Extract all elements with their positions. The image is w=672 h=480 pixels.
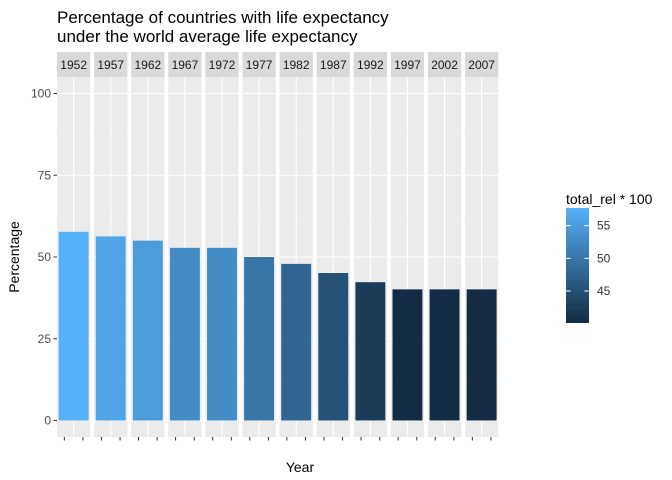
facet-strip-label: 1957 (97, 58, 124, 72)
facet-1962: 1962 (131, 52, 165, 437)
facet-strip-label: 1967 (172, 58, 199, 72)
bar-2007 (466, 289, 497, 421)
facet-1977: 1977 (242, 52, 276, 437)
color-legend: total_rel * 100 45 50 55 (566, 191, 653, 323)
facet-strip-label: 1972 (209, 58, 236, 72)
facet-strip (94, 52, 128, 77)
facet-strip (205, 52, 239, 77)
bar-1992 (355, 282, 386, 421)
facet-1987: 1987 (316, 52, 350, 437)
bar-1957 (95, 236, 126, 421)
facet-1997: 1997 (390, 52, 425, 437)
x-axis (63, 437, 492, 441)
legend-ticks: 45 50 55 (566, 219, 611, 298)
y-tick-label: 25 (38, 332, 52, 346)
facet-1967: 1967 (168, 52, 202, 437)
x-axis-title: Year (286, 459, 315, 475)
bar-1997 (392, 289, 423, 421)
legend-title: total_rel * 100 (566, 191, 653, 207)
facet-strip-label: 2002 (431, 58, 458, 72)
bar-1982 (281, 263, 312, 421)
facet-strip (390, 52, 425, 77)
facet-strip (57, 52, 91, 77)
facet-strip-label: 1977 (246, 58, 273, 72)
y-tick-label: 0 (44, 414, 51, 428)
facet-2002: 2002 (427, 52, 462, 437)
legend-colorbar (566, 208, 589, 323)
facet-2007: 2007 (464, 52, 499, 437)
chart-title-line-2: under the world average life expectancy (57, 27, 358, 46)
facet-strip-label: 1987 (320, 58, 347, 72)
facet-1952: 1952 (57, 52, 91, 437)
facet-strip (131, 52, 165, 77)
legend-tick-label: 45 (597, 284, 611, 298)
bar-1977 (244, 257, 275, 421)
facet-strip-label: 1992 (357, 58, 384, 72)
facet-strip (168, 52, 202, 77)
bar-1972 (207, 247, 237, 421)
facet-strip (242, 52, 276, 77)
bar-1952 (58, 231, 89, 421)
y-tick-label: 50 (38, 250, 52, 264)
facet-strip-label: 1952 (60, 58, 87, 72)
facet-strip-label: 2007 (468, 58, 495, 72)
bar-1962 (132, 240, 163, 421)
y-tick-label: 100 (31, 87, 51, 101)
facet-1957: 1957 (94, 52, 128, 437)
facet-strip (464, 52, 499, 77)
facet-strip (353, 52, 388, 77)
facet-1982: 1982 (279, 52, 313, 437)
legend-tick-label: 50 (597, 251, 611, 265)
chart-title-line-1: Percentage of countries with life expect… (57, 8, 389, 27)
facet-strip (316, 52, 350, 77)
bar-1967 (169, 247, 200, 421)
y-tick-label: 75 (38, 168, 52, 182)
facet-1992: 1992 (353, 52, 388, 437)
facet-strip (279, 52, 313, 77)
facet-strip-label: 1982 (283, 58, 310, 72)
facet-strip-label: 1962 (134, 58, 161, 72)
y-axis-title: Percentage (6, 221, 22, 293)
facet-1972: 1972 (205, 52, 239, 437)
y-axis: 0 25 50 75 100 (31, 87, 57, 428)
legend-tick-label: 55 (597, 219, 611, 233)
facet-strip (427, 52, 462, 77)
bar-2002 (429, 289, 460, 421)
bar-1987 (318, 273, 349, 421)
facet-panels: 1952 1957 1962 1967 1972 1977 1982 1987 1992 1997… (57, 52, 499, 437)
facet-strip-label: 1997 (394, 58, 421, 72)
